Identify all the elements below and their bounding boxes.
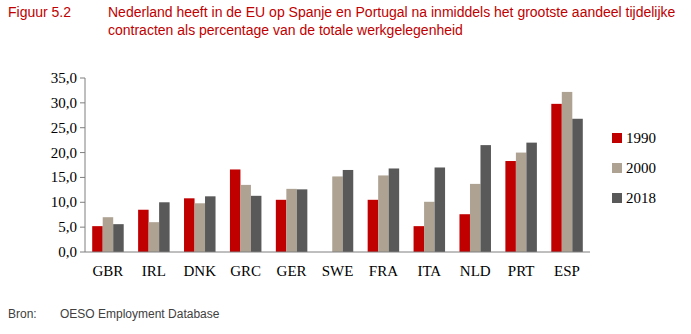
bar bbox=[113, 224, 124, 252]
y-tick bbox=[80, 177, 85, 178]
x-tick-label: FRA bbox=[369, 263, 398, 279]
x-axis bbox=[85, 252, 590, 253]
legend-swatch bbox=[612, 133, 622, 143]
bar bbox=[459, 214, 470, 252]
bar bbox=[286, 189, 297, 252]
bar bbox=[505, 161, 516, 252]
y-tick-label: 25,0 bbox=[51, 120, 77, 136]
y-axis bbox=[85, 78, 86, 252]
bar bbox=[195, 203, 206, 252]
bar bbox=[205, 196, 216, 252]
title-line: Nederland heeft in de EU op Spanje en Po… bbox=[108, 4, 676, 20]
bar bbox=[240, 185, 251, 252]
bar bbox=[159, 202, 170, 252]
x-tick-label: NLD bbox=[460, 263, 491, 279]
bar bbox=[92, 226, 103, 252]
legend-swatch bbox=[612, 193, 622, 203]
x-tick-label: DNK bbox=[184, 263, 217, 279]
bar bbox=[389, 168, 400, 252]
figure-label: Figuur 5.2 bbox=[8, 4, 71, 20]
x-tick-label: GBR bbox=[93, 263, 124, 279]
source-label: Bron: bbox=[8, 307, 37, 321]
x-tick-label: ITA bbox=[417, 263, 441, 279]
x-tick-label: ESP bbox=[554, 263, 580, 279]
bar bbox=[562, 92, 573, 252]
bar bbox=[184, 198, 195, 252]
y-tick bbox=[80, 202, 85, 203]
x-tick-label: IRL bbox=[142, 263, 166, 279]
legend-label: 2018 bbox=[626, 190, 656, 206]
y-tick-label: 35,0 bbox=[51, 70, 77, 86]
bar bbox=[343, 170, 354, 252]
y-tick bbox=[80, 102, 85, 103]
y-tick-label: 30,0 bbox=[51, 95, 77, 111]
bar bbox=[368, 200, 379, 252]
bar bbox=[103, 217, 114, 252]
legend-label: 2000 bbox=[626, 160, 656, 176]
x-tick-label: SWE bbox=[322, 263, 354, 279]
bar bbox=[435, 167, 446, 252]
y-tick bbox=[80, 152, 85, 153]
source: OESO Employment Database bbox=[60, 307, 220, 321]
y-tick-label: 20,0 bbox=[51, 145, 77, 161]
y-tick-label: 10,0 bbox=[51, 194, 77, 210]
y-tick-label: 5,0 bbox=[58, 219, 77, 235]
x-tick-label: PRT bbox=[508, 263, 535, 279]
bar bbox=[332, 176, 343, 252]
y-tick-label: 0,0 bbox=[58, 244, 77, 260]
y-tick-label: 15,0 bbox=[51, 169, 77, 185]
bar bbox=[414, 226, 425, 252]
bar bbox=[149, 222, 160, 252]
bar bbox=[138, 210, 149, 252]
bar bbox=[378, 175, 389, 252]
bar bbox=[470, 184, 481, 252]
bar bbox=[551, 104, 562, 252]
x-tick-label: GER bbox=[277, 263, 307, 279]
y-tick bbox=[80, 252, 85, 253]
bar bbox=[572, 119, 583, 252]
bar bbox=[297, 189, 308, 252]
title: Nederland heeft in de EU op Spanje en Po… bbox=[108, 4, 676, 38]
y-tick bbox=[80, 127, 85, 128]
bar bbox=[276, 200, 287, 252]
title-line: contracten als percentage van de totale … bbox=[108, 22, 463, 38]
bar bbox=[480, 145, 491, 252]
legend-swatch bbox=[612, 163, 622, 173]
y-tick bbox=[80, 78, 85, 79]
bar bbox=[230, 169, 241, 252]
bar bbox=[516, 153, 527, 252]
x-tick-label: GRC bbox=[230, 263, 261, 279]
bar bbox=[424, 202, 435, 252]
bar bbox=[251, 196, 262, 252]
bar bbox=[526, 143, 537, 252]
bars bbox=[92, 92, 583, 252]
y-tick bbox=[80, 227, 85, 228]
legend-label: 1990 bbox=[626, 130, 656, 146]
